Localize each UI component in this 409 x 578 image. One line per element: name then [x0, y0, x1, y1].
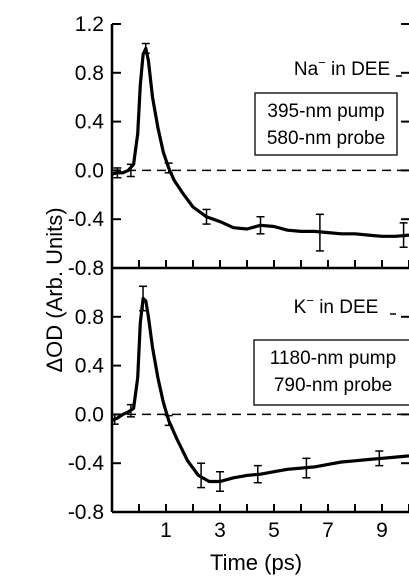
- error-bar: [216, 470, 224, 493]
- probe-label: 790-nm probe: [274, 375, 392, 396]
- error-bar: [164, 162, 173, 174]
- pump-label: 1180-nm pump: [270, 348, 396, 369]
- x-tick-label: 9: [376, 519, 388, 542]
- ion-annotation: Na− in DEE: [294, 55, 390, 80]
- ion-solvent: in DEE: [326, 59, 390, 80]
- x-tick-label: 5: [268, 519, 280, 542]
- error-bar: [197, 462, 206, 489]
- y-tick-label: 0.0: [75, 403, 104, 426]
- error-bar: [315, 213, 324, 252]
- data-line: [111, 46, 409, 238]
- error-bar: [302, 457, 311, 479]
- error-bar: [110, 413, 119, 425]
- y-tick-label: 0.8: [75, 306, 104, 329]
- ion-charge: −: [306, 293, 314, 308]
- error-bar: [202, 208, 211, 225]
- panel-bottom: 0.8 0.4 0.0 -0.4 -0.8 1 3 5 7 9 K− in DEE 1180-nm p…: [68, 268, 409, 542]
- error-bar: [139, 285, 148, 312]
- error-bar: [164, 414, 173, 427]
- y-axis-title: ΔOD (Arb. Units): [42, 207, 67, 372]
- error-bar: [256, 216, 265, 235]
- ion-name: K: [294, 297, 307, 318]
- y-tick-label: -0.8: [68, 501, 104, 524]
- x-tick-label: 1: [160, 519, 172, 542]
- y-tick-label: 0.4: [75, 111, 105, 134]
- ion-solvent: in DEE: [314, 297, 378, 318]
- pump-label: 395-nm pump: [267, 101, 384, 122]
- y-tick-label: -0.4: [68, 208, 105, 231]
- y-tick-label: -0.4: [68, 452, 105, 475]
- error-bar: [399, 222, 408, 249]
- y-tick-label: 1.2: [75, 13, 104, 36]
- error-bar: [113, 167, 122, 179]
- y-tick-label: 0.8: [75, 62, 104, 85]
- data-line: [111, 296, 409, 484]
- error-bar: [126, 403, 135, 418]
- ion-name: Na: [294, 59, 319, 80]
- error-bar: [375, 450, 384, 467]
- probe-label: 580-nm probe: [267, 128, 385, 149]
- ion-charge: −: [318, 55, 326, 70]
- pump-probe-box: [254, 92, 398, 156]
- x-tick-label: 7: [322, 519, 334, 542]
- pump-probe-box: [253, 339, 409, 406]
- x-tick-label: 3: [214, 519, 226, 542]
- x-axis-title: Time (ps): [210, 550, 302, 575]
- error-bar: [126, 163, 135, 178]
- y-tick-label: -0.8: [68, 257, 104, 280]
- error-bar: [253, 464, 262, 484]
- error-bar: [141, 42, 150, 55]
- ion-annotation: K− in DEE: [294, 293, 379, 318]
- y-tick-label: 0.0: [75, 159, 104, 182]
- y-tick-label: 0.4: [75, 355, 105, 378]
- panel-top: 1.2 0.8 0.4 0.0 -0.4 -0.8 Na− in DEE 395-nm pum…: [68, 13, 409, 280]
